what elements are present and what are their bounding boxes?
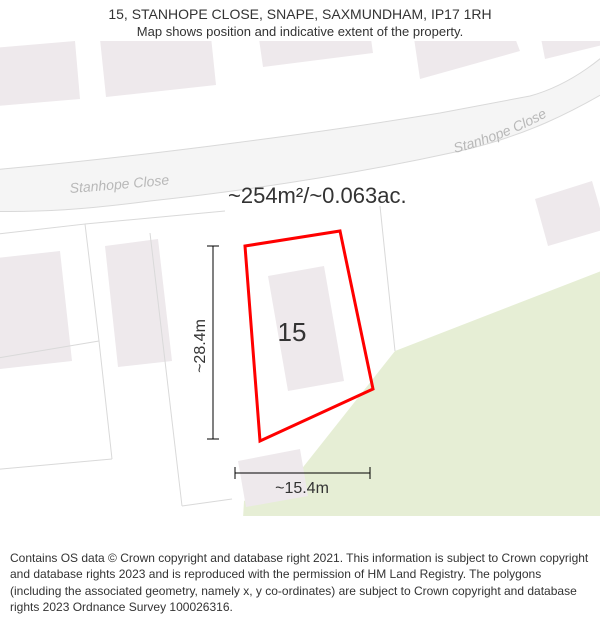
map-canvas: Stanhope CloseStanhope Close15~28.4m~15.… [0, 41, 600, 544]
header: 15, STANHOPE CLOSE, SNAPE, SAXMUNDHAM, I… [0, 0, 600, 41]
svg-text:~254m²/~0.063ac.: ~254m²/~0.063ac. [228, 183, 407, 208]
copyright-footer: Contains OS data © Crown copyright and d… [0, 544, 600, 625]
svg-text:~15.4m: ~15.4m [275, 480, 329, 497]
svg-text:15: 15 [278, 317, 307, 347]
page-subtitle: Map shows position and indicative extent… [10, 24, 590, 39]
map-svg: Stanhope CloseStanhope Close15~28.4m~15.… [0, 41, 600, 516]
page-title: 15, STANHOPE CLOSE, SNAPE, SAXMUNDHAM, I… [10, 6, 590, 22]
svg-text:~28.4m: ~28.4m [192, 319, 209, 373]
